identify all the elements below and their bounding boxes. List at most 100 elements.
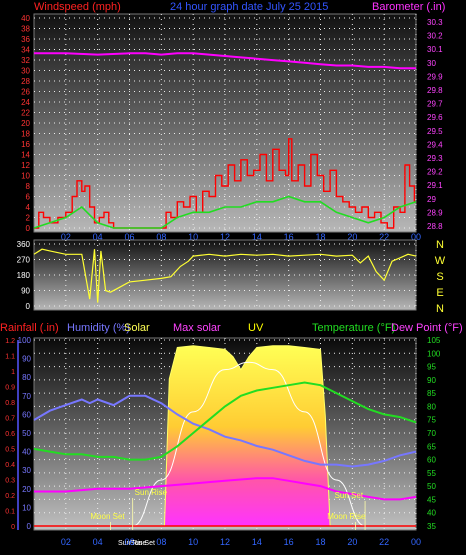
climate-x-tick-label: 20 (347, 537, 357, 547)
direction-panel-grid (34, 240, 417, 310)
dewpoint-line (34, 477, 417, 501)
wind-tick-label: 34 (21, 46, 30, 55)
compass-letter: W (435, 255, 446, 267)
temperature-tick-label: 45 (427, 495, 436, 504)
barometer-tick-label: 29.8 (427, 86, 443, 95)
rain-axis-ticks: 0 0.1 0.2 0.3 0.4 0.5 0.6 0.7 0.8 0.9 1 1.1 1.2 (5, 338, 15, 531)
barometer-axis-ticks: 28.8 28.9 29 29.1 29.2 29.3 29.4 29.5 29.6 29.7 29… (427, 18, 443, 231)
climate-x-tick-label: 18 (315, 537, 325, 547)
wind-x-tick-label: 04 (93, 232, 103, 242)
wind-tick-label: 8 (26, 182, 31, 191)
barometer-tick-label: 30.3 (427, 18, 443, 27)
legend-solar: Solar (124, 322, 150, 334)
bottom-event-marker: Sun Set (130, 540, 155, 547)
temperature-tick-label: 60 (427, 456, 436, 465)
compass-letter: E (436, 287, 443, 299)
climate-x-tick-label: 06 (124, 537, 134, 547)
temperature-tick-label: 100 (427, 349, 441, 358)
rain-tick-label: 0.8 (5, 400, 15, 407)
wind-tick-label: 18 (21, 130, 30, 139)
barometer-tick-label: 28.9 (427, 208, 443, 217)
barometer-tick-label: 29.7 (427, 100, 443, 109)
wind-average-line (33, 195, 417, 229)
bottom-event-marker: Sun Rise (118, 540, 147, 547)
barometer-tick-label: 29.3 (427, 154, 443, 163)
wind-x-tick-label: 14 (252, 232, 262, 242)
wind-tick-label: 20 (21, 119, 30, 128)
chart-title: 24 hour graph date July 25 2015 (170, 1, 328, 13)
barometer-tick-label: 30.2 (427, 32, 443, 41)
wind-tick-label: 26 (21, 88, 30, 97)
climate-x-tick-label: 16 (284, 537, 294, 547)
rain-tick-label: 0.7 (5, 416, 15, 423)
wind-x-tick-label: 16 (284, 232, 294, 242)
wind-x-tick-label: 20 (347, 232, 357, 242)
direction-tick-label: 360 (17, 240, 31, 249)
wind-x-tick-label: 00 (411, 232, 421, 242)
rain-tick-label: 0.3 (5, 478, 15, 485)
direction-tick-label: 90 (21, 287, 30, 296)
wind-tick-label: 14 (21, 151, 30, 160)
rain-tick-label: 0 (11, 524, 15, 531)
temperature-tick-label: 85 (427, 389, 436, 398)
wind-tick-label: 32 (21, 56, 30, 65)
astronomy-events: Sun Rise Moon Set Sun Set Moon Rise Sun Rise… (90, 488, 366, 547)
humidity-tick-label: 70 (22, 392, 31, 401)
legend-dewpoint: Dew Point (°F) (391, 322, 463, 334)
event-label-sun-set: Sun Set (335, 491, 364, 500)
wind-tick-label: 30 (21, 67, 30, 76)
wind-tick-label: 28 (21, 77, 30, 86)
wind-tick-label: 10 (21, 172, 30, 181)
temperature-tick-label: 70 (427, 429, 436, 438)
climate-x-tick-label: 10 (188, 537, 198, 547)
wind-x-tick-label: 10 (188, 232, 198, 242)
wind-tick-label: 4 (26, 203, 31, 212)
temperature-tick-label: 105 (427, 336, 441, 345)
wind-tick-label: 38 (21, 25, 30, 34)
temperature-tick-label: 40 (427, 509, 436, 518)
direction-tick-label: 270 (17, 256, 31, 265)
climate-panel-x-ticks: 02 04 06 08 10 12 14 16 18 20 22 00 (61, 537, 421, 547)
wind-direction-line (33, 248, 417, 303)
barometer-axis-title: Barometer (.in) (372, 1, 445, 13)
humidity-tick-label: 80 (22, 373, 31, 382)
direction-tick-label: 180 (17, 271, 31, 280)
temperature-tick-label: 35 (427, 522, 436, 531)
wind-tick-label: 0 (26, 224, 31, 233)
wind-panel-series (33, 52, 417, 229)
legend-temperature: Temperature (°F) (312, 322, 395, 334)
compass-letter: N (436, 239, 444, 251)
wind-x-tick-label: 06 (124, 232, 134, 242)
legend-uv: UV (248, 322, 264, 334)
climate-x-tick-label: 08 (156, 537, 166, 547)
rain-tick-label: 0.6 (5, 431, 15, 438)
climate-panel-series (33, 345, 417, 527)
wind-x-tick-label: 02 (61, 232, 71, 242)
barometer-tick-label: 29.1 (427, 181, 443, 190)
barometer-tick-label: 29.5 (427, 127, 443, 136)
temperature-axis-ticks: 35 40 45 50 55 60 65 70 75 80 85 90 95 100 105 (427, 336, 441, 531)
climate-x-tick-label: 22 (379, 537, 389, 547)
barometer-tick-label: 29.2 (427, 168, 443, 177)
humidity-tick-label: 50 (22, 429, 31, 438)
wind-x-tick-label: 18 (315, 232, 325, 242)
humidity-tick-label: 20 (22, 485, 31, 494)
wind-x-tick-label: 22 (379, 232, 389, 242)
humidity-tick-label: 90 (22, 355, 31, 364)
temperature-tick-label: 80 (427, 402, 436, 411)
temperature-tick-label: 95 (427, 363, 436, 372)
barometer-tick-label: 28.8 (427, 222, 443, 231)
rain-tick-label: 0.4 (5, 462, 15, 469)
wind-tick-label: 36 (21, 35, 30, 44)
barometer-tick-label: 29.6 (427, 113, 443, 122)
rain-tick-label: 1.2 (5, 338, 15, 345)
humidity-tick-label: 30 (22, 466, 31, 475)
humidity-tick-label: 10 (22, 503, 31, 512)
wind-x-tick-label: 12 (220, 232, 230, 242)
barometer-tick-label: 30.1 (427, 45, 443, 54)
temperature-tick-label: 90 (427, 376, 436, 385)
humidity-axis-ticks: 0 10 20 30 40 50 60 70 80 90 100 (18, 336, 32, 531)
